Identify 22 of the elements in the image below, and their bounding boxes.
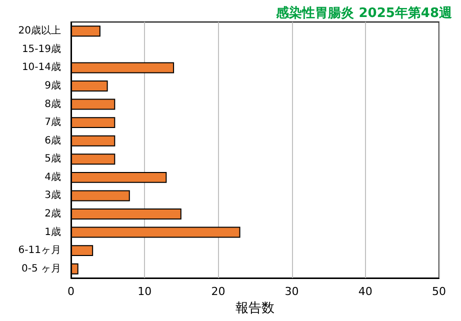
- x-tick-label: 30: [284, 285, 299, 298]
- y-tick-label: 10-14歳: [22, 61, 61, 74]
- y-tick-label: 20歳以上: [18, 24, 61, 37]
- y-tick-label: 5歳: [44, 152, 61, 165]
- x-axis-title: 報告数: [236, 300, 274, 316]
- x-tick-label: 50: [432, 285, 446, 298]
- x-tick-label: 10: [138, 285, 152, 298]
- x-tick-label: 0: [68, 285, 74, 298]
- y-tick-label: 0-5 ヶ月: [21, 263, 61, 274]
- y-tick-label: 6歳: [44, 134, 61, 146]
- chart-title: 感染性胃腸炎 2025年第48週: [275, 5, 453, 21]
- y-tick-label: 6-11ヶ月: [18, 245, 61, 256]
- y-tick-label: 9歳: [44, 80, 61, 92]
- y-tick-label: 1歳: [44, 226, 61, 238]
- y-tick-label: 4歳: [44, 170, 61, 183]
- y-tick-label: 15-19歳: [22, 42, 61, 55]
- y-tick-label: 7歳: [44, 116, 61, 128]
- y-tick-label: 8歳: [44, 98, 61, 110]
- x-tick-label: 40: [358, 285, 372, 298]
- y-tick-label: 3歳: [44, 189, 61, 202]
- y-tick-label: 2歳: [44, 208, 61, 220]
- x-tick-label: 20: [211, 285, 226, 298]
